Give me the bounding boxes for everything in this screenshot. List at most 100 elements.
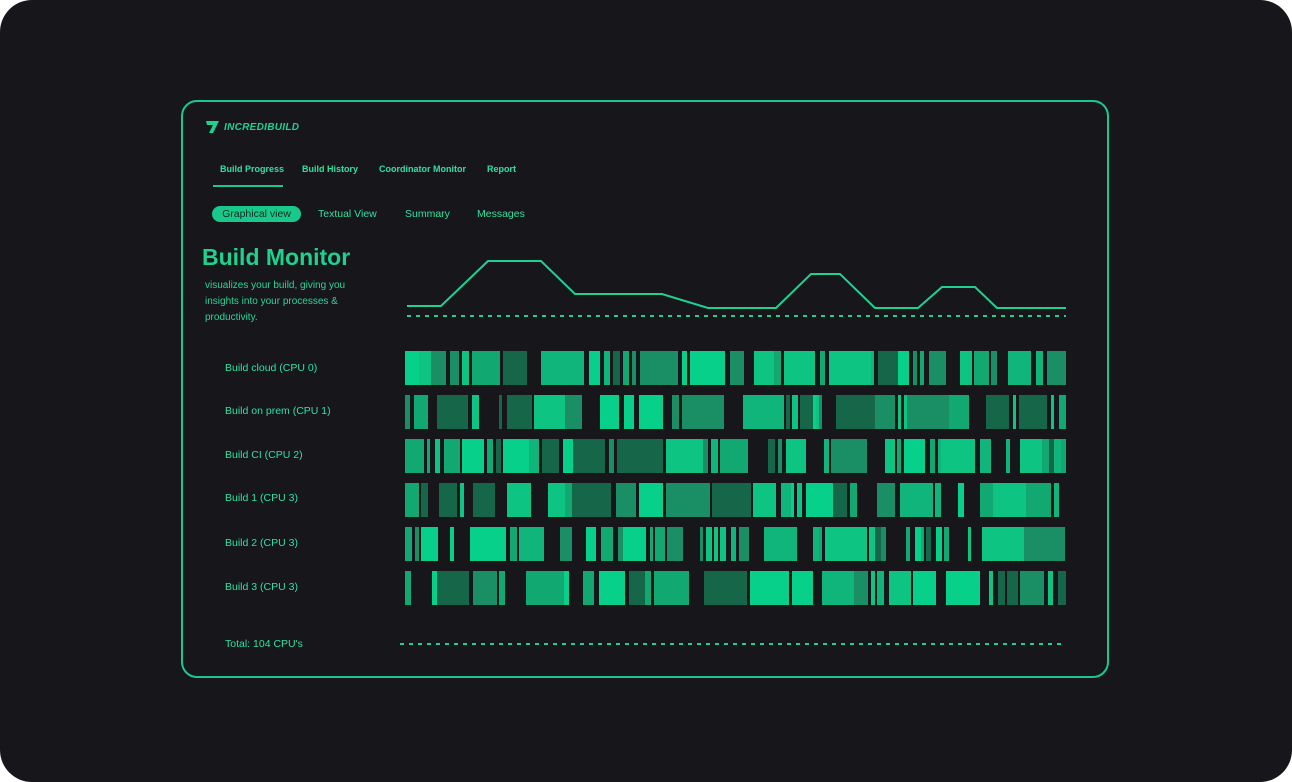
cpu-task-block — [1008, 351, 1031, 385]
subtab-summary[interactable]: Summary — [405, 208, 450, 220]
cpu-task-block — [980, 483, 993, 517]
cpu-task-block — [871, 571, 875, 605]
cpu-task-block — [666, 439, 703, 473]
cpu-task-block — [711, 439, 718, 473]
cpu-task-block — [786, 439, 806, 473]
cpu-task-block — [898, 351, 909, 385]
cpu-task-block — [836, 395, 875, 429]
cpu-task-block — [869, 527, 875, 561]
tab-coordinator-monitor[interactable]: Coordinator Monitor — [379, 164, 466, 174]
cpu-task-block — [792, 571, 813, 605]
cpu-task-block — [405, 571, 411, 605]
cpu-task-block — [487, 439, 493, 473]
cpu-task-block — [583, 571, 594, 605]
cpu-task-block — [655, 527, 665, 561]
row-label-build-2: Build 2 (CPU 3) — [225, 537, 298, 549]
cpu-task-block — [526, 571, 564, 605]
cpu-task-block — [824, 439, 829, 473]
cpu-task-block — [432, 571, 437, 605]
cpu-task-block — [719, 351, 725, 385]
cpu-task-block — [980, 439, 985, 473]
cpu-task-block — [623, 351, 629, 385]
cpu-task-block — [573, 439, 605, 473]
cpu-task-block — [623, 527, 646, 561]
cpu-task-block — [405, 483, 419, 517]
row-label-build-on-prem: Build on prem (CPU 1) — [225, 405, 331, 417]
cpu-task-block — [822, 571, 854, 605]
cpu-task-block — [421, 527, 434, 561]
subtab-messages[interactable]: Messages — [477, 208, 525, 220]
cpu-task-block — [786, 395, 790, 429]
row-label-build-cloud: Build cloud (CPU 0) — [225, 362, 318, 374]
cpu-task-block — [991, 351, 997, 385]
subtab-graphical-view[interactable]: Graphical view — [212, 206, 301, 222]
cpu-task-block — [565, 483, 572, 517]
cpu-task-block — [998, 571, 1005, 605]
cpu-task-block — [929, 351, 946, 385]
activity-line — [407, 260, 1066, 309]
cpu-task-block — [750, 571, 789, 605]
cpu-task-block — [764, 527, 797, 561]
cpu-task-block — [1054, 483, 1059, 517]
cpu-task-block — [1042, 439, 1049, 473]
total-cpus: Total: 104 CPU's — [225, 638, 303, 650]
cpu-task-block — [982, 527, 1024, 561]
cpu-task-block — [434, 527, 438, 561]
cpu-task-block — [632, 351, 636, 385]
cpu-task-block — [813, 527, 819, 561]
cpu-task-block — [609, 439, 614, 473]
cpu-task-block — [645, 571, 651, 605]
cpu-task-block — [904, 439, 925, 473]
cpu-task-block — [768, 439, 775, 473]
cpu-task-block — [946, 571, 980, 605]
cpu-task-block — [739, 527, 749, 561]
cpu-task-block — [816, 395, 819, 429]
cpu-task-block — [1036, 351, 1043, 385]
cpu-task-block — [450, 351, 454, 385]
cpu-task-block — [405, 351, 419, 385]
cpu-task-block — [560, 527, 572, 561]
cpu-task-block — [819, 395, 822, 429]
cpu-task-block — [850, 483, 857, 517]
cpu-task-block — [1061, 439, 1066, 473]
cpu-task-block — [854, 571, 858, 605]
cpu-task-block — [753, 483, 776, 517]
tab-build-history[interactable]: Build History — [302, 164, 359, 174]
cpu-task-block — [904, 395, 907, 429]
cpu-task-block — [639, 395, 663, 429]
cpu-task-block — [473, 571, 497, 605]
cpu-task-block — [586, 527, 596, 561]
cpu-task-block — [613, 351, 620, 385]
incredibuild-logo: INCREDIBUILD — [206, 120, 299, 134]
cpu-task-block — [720, 527, 726, 561]
active-tab-indicator — [213, 185, 283, 187]
cpu-task-block — [800, 395, 806, 429]
cpu-task-block — [601, 527, 613, 561]
cpu-task-block — [743, 395, 784, 429]
cpu-task-block — [405, 439, 424, 473]
cpu-task-block — [791, 483, 794, 517]
cpu-task-block — [700, 527, 703, 561]
cpu-task-block — [885, 439, 895, 473]
cpu-task-block — [813, 395, 816, 429]
cpu-task-block — [784, 351, 815, 385]
cpu-task-block — [1049, 439, 1054, 473]
cpu-task-block — [875, 527, 881, 561]
subtab-textual-view[interactable]: Textual View — [318, 208, 377, 220]
cpu-task-block — [473, 483, 495, 517]
cpu-task-block — [532, 439, 539, 473]
cpu-task-block — [1020, 571, 1044, 605]
tab-report[interactable]: Report — [487, 164, 516, 174]
cpu-task-block — [496, 439, 501, 473]
cpu-task-block — [470, 527, 506, 561]
cpu-task-block — [450, 527, 454, 561]
tab-build-progress[interactable]: Build Progress — [220, 164, 285, 174]
cpu-task-block — [806, 395, 813, 429]
cpu-task-block — [542, 439, 559, 473]
cpu-task-block — [427, 439, 430, 473]
cpu-task-block — [682, 351, 687, 385]
cpu-task-block — [640, 351, 678, 385]
cpu-task-block — [454, 351, 459, 385]
cpu-task-block — [820, 351, 825, 385]
cpu-task-block — [672, 395, 679, 429]
